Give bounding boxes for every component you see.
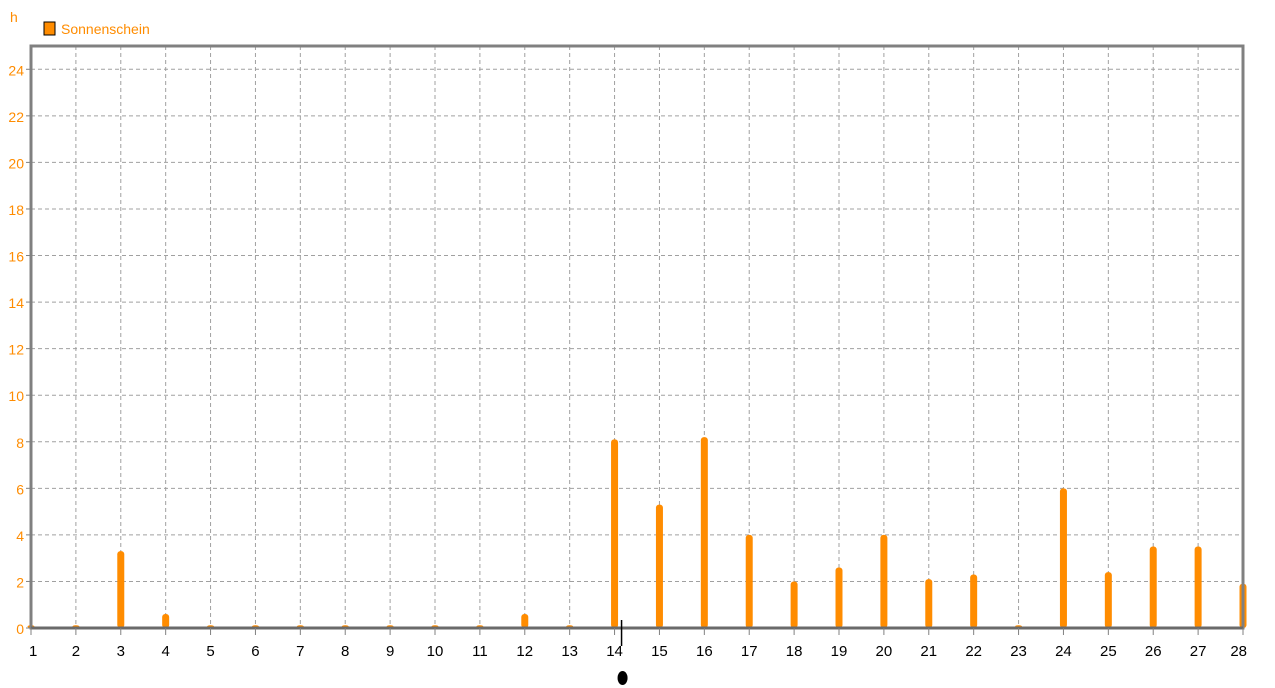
bar [655, 504, 663, 628]
x-tick-label: 4 [161, 643, 169, 660]
bar [790, 581, 798, 628]
bars-layer [27, 437, 1247, 628]
bar [521, 614, 529, 628]
x-tick-label: 15 [651, 643, 668, 660]
x-tick-label: 26 [1145, 643, 1162, 660]
y-tick-label: 18 [8, 202, 24, 218]
bar [611, 439, 619, 628]
y-tick-label: 6 [16, 481, 24, 497]
bar [162, 614, 170, 628]
x-tick-label: 1 [29, 643, 37, 660]
x-tick-label: 28 [1230, 643, 1247, 660]
x-tick-label: 16 [696, 643, 713, 660]
x-tick-label: 21 [920, 643, 937, 660]
y-tick-label: 12 [8, 342, 24, 358]
bar [117, 551, 125, 628]
x-tick-label: 14 [606, 643, 623, 660]
bar [1059, 488, 1067, 628]
x-tick-label: 6 [251, 643, 259, 660]
x-tick-label: 8 [341, 643, 349, 660]
y-tick-label: 0 [16, 621, 24, 637]
bar [835, 567, 843, 628]
bar [970, 574, 978, 628]
x-tick-labels: 1 2 3 4 5 6 7 8 9 10 11 12 13 14 15 16 17 18 19 20 21 22 23 24 2… [29, 628, 1247, 660]
bar [1104, 572, 1112, 628]
current-day-dot [617, 671, 628, 685]
y-tick-label: 20 [8, 155, 24, 171]
x-tick-label: 3 [117, 643, 125, 660]
y-tick-label: 14 [8, 295, 24, 311]
x-tick-label: 7 [296, 643, 304, 660]
y-tick-label: 8 [16, 435, 24, 451]
x-tick-label: 20 [876, 643, 893, 660]
x-tick-label: 25 [1100, 643, 1117, 660]
x-tick-label: 23 [1010, 643, 1027, 660]
y-tick-label: 2 [16, 574, 24, 590]
y-tick-label: 4 [16, 528, 24, 544]
x-tick-label: 12 [516, 643, 533, 660]
x-tick-label: 22 [965, 643, 982, 660]
x-tick-label: 13 [561, 643, 578, 660]
bar [1194, 546, 1202, 628]
legend-swatch [43, 21, 56, 36]
x-tick-label: 9 [386, 643, 394, 660]
bar [880, 534, 888, 628]
x-tick-label: 11 [472, 643, 488, 660]
x-tick-label: 19 [831, 643, 848, 660]
y-tick-label: 16 [8, 249, 24, 265]
legend-label: Sonnenschein [61, 21, 150, 37]
bar [925, 579, 933, 628]
x-tick-label: 17 [741, 643, 758, 660]
y-axis-unit: h [10, 9, 18, 25]
x-tick-label: 18 [786, 643, 803, 660]
y-tick-label: 10 [8, 388, 24, 404]
current-day-marker [617, 620, 628, 685]
axes-layer [29, 44, 1245, 630]
y-tick-label: 24 [8, 62, 24, 78]
bar [1149, 546, 1157, 628]
bar [700, 437, 708, 628]
y-tick-label: 22 [8, 109, 24, 125]
x-tick-label: 2 [72, 643, 80, 660]
x-tick-label: 10 [427, 643, 444, 660]
x-tick-label: 5 [206, 643, 214, 660]
x-tick-label: 24 [1055, 643, 1072, 660]
grid-layer [31, 46, 1243, 628]
x-tick-label: 27 [1190, 643, 1207, 660]
bar [745, 534, 753, 628]
legend: Sonnenschein [43, 21, 150, 37]
